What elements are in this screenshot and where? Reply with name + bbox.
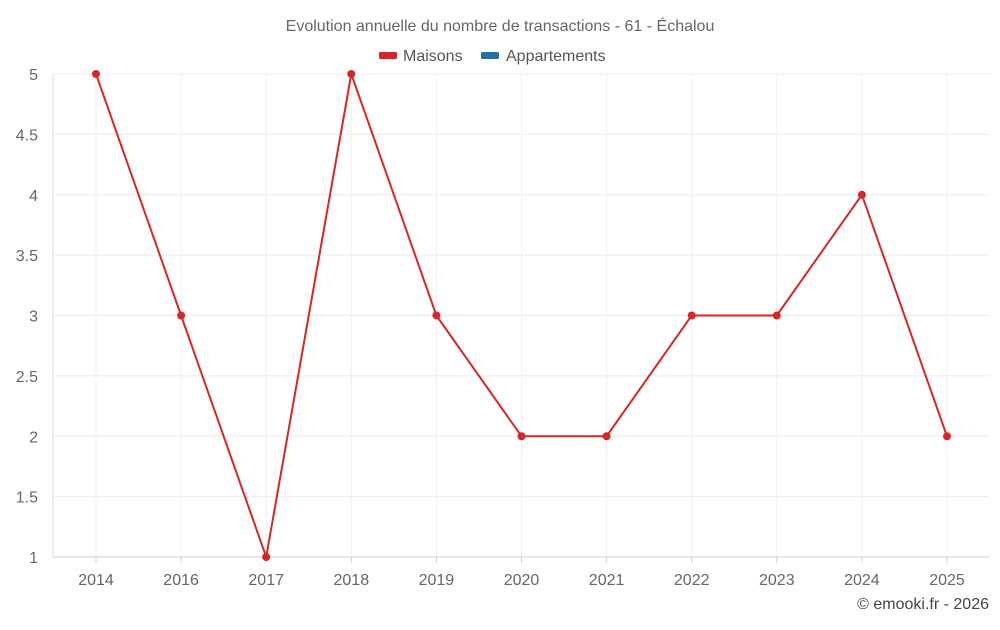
data-point-maisons[interactable] [347,70,356,78]
grid [53,73,990,557]
x-tick-label: 2014 [78,572,114,589]
y-tick-label: 1 [29,550,38,567]
data-point-maisons[interactable] [177,311,186,320]
data-point-maisons[interactable] [92,70,100,78]
legend-item-appartements[interactable]: Appartements [481,48,606,65]
legend-label-maisons: Maisons [403,48,463,65]
legend-swatch-appartements [481,52,499,59]
x-tick-label: 2021 [589,572,625,589]
y-tick-label: 5 [29,67,38,84]
legend: Maisons Appartements [379,48,606,65]
x-tick-label: 2023 [759,572,795,589]
data-point-maisons[interactable] [262,553,271,561]
y-tick-label: 1.5 [16,490,38,507]
data-point-maisons[interactable] [857,190,866,199]
x-tick-label: 2018 [334,572,370,589]
x-tick-label: 2022 [674,572,710,589]
x-tick-label: 2019 [419,572,455,589]
x-tick-label: 2024 [844,572,880,589]
credit-text: © emooki.fr - 2026 [857,596,989,613]
x-tick-label: 2016 [163,572,199,589]
data-point-maisons[interactable] [943,432,951,441]
data-point-maisons[interactable] [432,311,441,320]
data-point-maisons[interactable] [517,432,526,441]
x-tick-label: 2020 [504,572,540,589]
series [92,70,951,561]
legend-label-appartements: Appartements [506,48,606,65]
legend-item-maisons[interactable]: Maisons [379,48,463,65]
chart-title: Evolution annuelle du nombre de transact… [286,16,715,35]
y-tick-label: 3 [29,309,38,326]
y-tick-label: 3.5 [16,248,38,265]
x-tick-label: 2025 [929,572,965,589]
legend-swatch-maisons [379,52,397,59]
x-tick-label: 2017 [248,572,284,589]
y-tick-label: 2 [29,429,38,446]
y-tick-label: 4 [29,188,38,205]
y-tick-label: 2.5 [16,369,38,386]
y-tick-label: 4.5 [16,127,38,144]
data-point-maisons[interactable] [687,311,696,320]
data-point-maisons[interactable] [602,432,611,441]
data-point-maisons[interactable] [772,311,781,320]
axes: 1 1.5 2 2.5 3 3.5 4 4.5 5 2014 2016 2017 2018 2019 202… [16,67,990,589]
